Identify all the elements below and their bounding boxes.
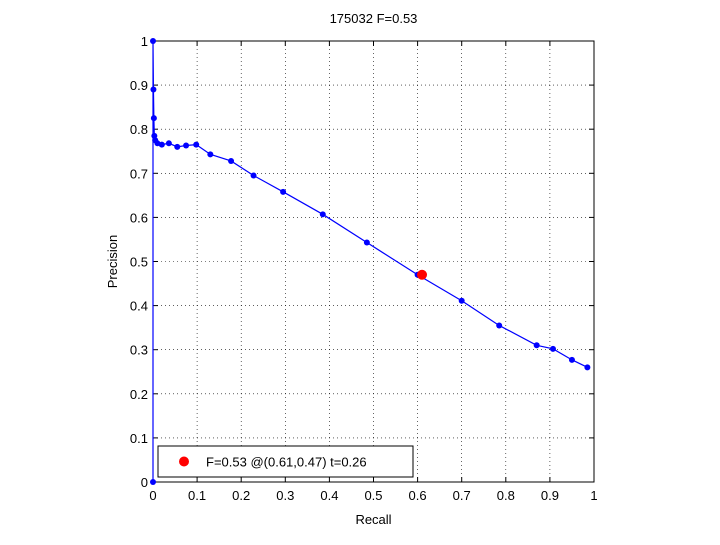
pr-curve-point: [549, 345, 556, 352]
pr-curve-point: [496, 322, 503, 329]
y-tick-label: 0.9: [130, 78, 148, 93]
y-tick-label: 0.6: [130, 210, 148, 225]
x-tick-label: 0.9: [541, 488, 559, 503]
pr-curve-point: [158, 141, 165, 148]
x-tick-label: 0.4: [320, 488, 338, 503]
pr-curve-point: [174, 143, 181, 150]
legend-marker: [179, 456, 189, 467]
y-axis-label: Precision: [105, 235, 120, 288]
x-tick-label: 0.7: [453, 488, 471, 503]
pr-curve-point: [165, 140, 172, 147]
axes: 0 0.1 0.2 0.3 0.4 0.5 0.6 0.7 0.8 0.9 1 0 0.1 0.2 0.3 0…: [130, 34, 598, 503]
x-tick-label: 0.6: [409, 488, 427, 503]
y-tick-label: 1: [141, 34, 148, 49]
highlight-layer: [417, 269, 428, 280]
y-tick-label: 0.2: [130, 387, 148, 402]
pr-curve-point: [228, 157, 235, 164]
legend-entry-label: F=0.53 @(0.61,0.47) t=0.26: [206, 455, 367, 470]
x-tick-label: 1: [590, 488, 597, 503]
y-tick-label: 0.8: [130, 122, 148, 137]
x-tick-label: 0: [149, 488, 156, 503]
pr-curve-point: [150, 38, 156, 44]
y-tick-label: 0.5: [130, 255, 148, 270]
legend: F=0.53 @(0.61,0.47) t=0.26: [157, 445, 414, 478]
legend-box: [157, 445, 414, 478]
x-axis-label: Recall: [355, 512, 391, 527]
pr-curve-point: [193, 141, 200, 148]
pr-curve-point: [150, 115, 157, 122]
pr-curve-point: [533, 342, 540, 349]
pr-curve-point: [150, 86, 157, 93]
pr-curve-point: [280, 188, 287, 195]
pr-curve-point: [363, 239, 370, 246]
y-tick-label: 0.4: [130, 299, 148, 314]
pr-curve-point: [584, 364, 591, 371]
x-tick-label: 0.2: [232, 488, 250, 503]
x-tick-label: 0.8: [497, 488, 515, 503]
y-tick-label: 0.1: [130, 431, 148, 446]
pr-curve-point: [150, 479, 156, 485]
pr-curve-point: [183, 142, 190, 149]
chart-title: 175032 F=0.53: [330, 11, 418, 26]
y-tick-label: 0.7: [130, 166, 148, 181]
y-tick-label: 0: [141, 475, 148, 490]
y-tick-label: 0.3: [130, 343, 148, 358]
pr-curve-point: [250, 172, 257, 179]
x-tick-label: 0.1: [188, 488, 206, 503]
x-tick-label: 0.5: [364, 488, 382, 503]
pr-curve-point: [319, 211, 326, 218]
pr-curve-point: [458, 297, 465, 304]
best-f-point: [417, 269, 428, 280]
pr-curve-point: [568, 356, 575, 363]
x-tick-label: 0.3: [276, 488, 294, 503]
grid-lines: [153, 41, 594, 482]
series-layer: [150, 38, 591, 485]
pr-curve-point: [207, 151, 214, 158]
